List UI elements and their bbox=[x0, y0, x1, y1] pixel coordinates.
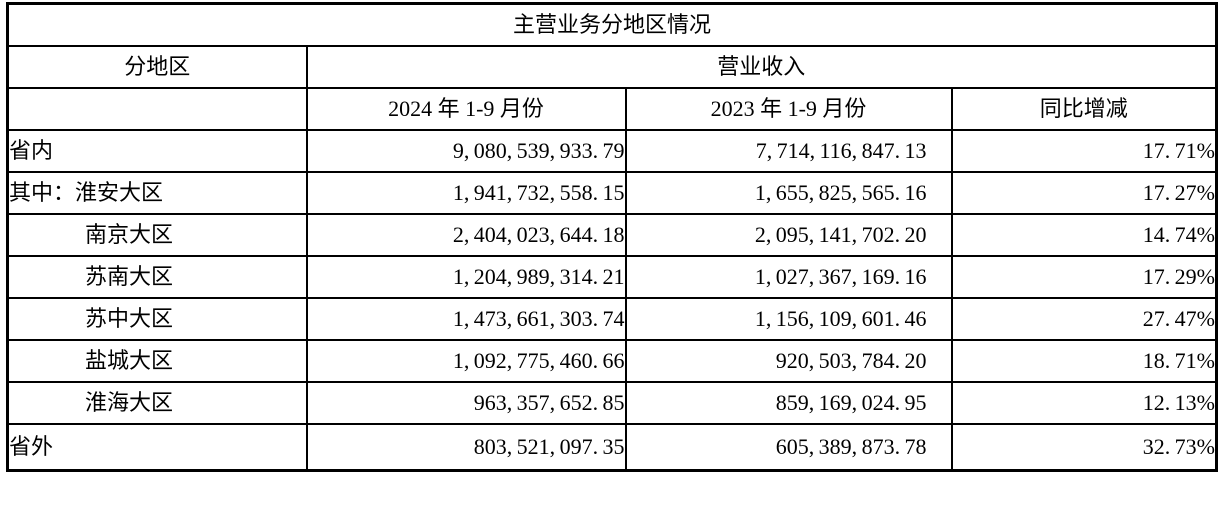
title-row: 主营业务分地区情况 bbox=[6, 2, 1218, 47]
revenue-2023-value: 2, 095, 141, 702. 20 bbox=[624, 212, 953, 257]
revenue-2024-value: 2, 404, 023, 644. 18 bbox=[305, 212, 627, 257]
region-revenue-table: 主营业务分地区情况 分地区 营业收入 2024 年 1-9 月份 2023 年 … bbox=[6, 2, 1219, 472]
yoy-value: 12. 13% bbox=[950, 380, 1218, 425]
table-row: 省内 9, 080, 539, 933. 79 7, 714, 116, 847… bbox=[6, 128, 1218, 173]
region-label: 苏南大区 bbox=[6, 254, 308, 299]
yoy-header: 同比增减 bbox=[950, 86, 1218, 131]
region-column-header: 分地区 bbox=[6, 44, 308, 89]
yoy-value: 17. 27% bbox=[950, 170, 1218, 215]
yoy-value: 27. 47% bbox=[950, 296, 1218, 341]
revenue-2023-value: 1, 156, 109, 601. 46 bbox=[624, 296, 953, 341]
revenue-2024-value: 1, 092, 775, 460. 66 bbox=[305, 338, 627, 383]
revenue-2023-value: 920, 503, 784. 20 bbox=[624, 338, 953, 383]
yoy-value: 14. 74% bbox=[950, 212, 1218, 257]
revenue-2024-value: 1, 473, 661, 303. 74 bbox=[305, 296, 627, 341]
table-row: 苏南大区 1, 204, 989, 314. 21 1, 027, 367, 1… bbox=[6, 254, 1218, 299]
revenue-2023-value: 859, 169, 024. 95 bbox=[624, 380, 953, 425]
revenue-group-header: 营业收入 bbox=[305, 44, 1218, 89]
group-header-row: 分地区 营业收入 bbox=[6, 44, 1218, 89]
region-label: 省外 bbox=[6, 422, 308, 472]
region-label: 淮海大区 bbox=[6, 380, 308, 425]
yoy-value: 32. 73% bbox=[950, 422, 1218, 472]
table-row: 省外 803, 521, 097. 35 605, 389, 873. 78 3… bbox=[6, 422, 1218, 472]
revenue-2024-value: 1, 204, 989, 314. 21 bbox=[305, 254, 627, 299]
table-row: 盐城大区 1, 092, 775, 460. 66 920, 503, 784.… bbox=[6, 338, 1218, 383]
table-row: 淮海大区 963, 357, 652. 85 859, 169, 024. 95… bbox=[6, 380, 1218, 425]
region-label: 苏中大区 bbox=[6, 296, 308, 341]
region-label: 其中：淮安大区 bbox=[6, 170, 308, 215]
yoy-value: 18. 71% bbox=[950, 338, 1218, 383]
period-2023-header: 2023 年 1-9 月份 bbox=[624, 86, 953, 131]
revenue-2023-value: 605, 389, 873. 78 bbox=[624, 422, 953, 472]
region-label: 省内 bbox=[6, 128, 308, 173]
period-header-row: 2024 年 1-9 月份 2023 年 1-9 月份 同比增减 bbox=[6, 86, 1218, 131]
table-row: 其中：淮安大区 1, 941, 732, 558. 15 1, 655, 825… bbox=[6, 170, 1218, 215]
period-2024-header: 2024 年 1-9 月份 bbox=[305, 86, 627, 131]
region-header-spacer bbox=[6, 86, 308, 131]
revenue-2024-value: 9, 080, 539, 933. 79 bbox=[305, 128, 627, 173]
revenue-2023-value: 7, 714, 116, 847. 13 bbox=[624, 128, 953, 173]
region-label: 南京大区 bbox=[6, 212, 308, 257]
revenue-2024-value: 803, 521, 097. 35 bbox=[305, 422, 627, 472]
table-title: 主营业务分地区情况 bbox=[6, 2, 1218, 47]
revenue-2023-value: 1, 655, 825, 565. 16 bbox=[624, 170, 953, 215]
yoy-value: 17. 29% bbox=[950, 254, 1218, 299]
table-row: 苏中大区 1, 473, 661, 303. 74 1, 156, 109, 6… bbox=[6, 296, 1218, 341]
region-label: 盐城大区 bbox=[6, 338, 308, 383]
revenue-2024-value: 1, 941, 732, 558. 15 bbox=[305, 170, 627, 215]
table-row: 南京大区 2, 404, 023, 644. 18 2, 095, 141, 7… bbox=[6, 212, 1218, 257]
revenue-2024-value: 963, 357, 652. 85 bbox=[305, 380, 627, 425]
yoy-value: 17. 71% bbox=[950, 128, 1218, 173]
revenue-2023-value: 1, 027, 367, 169. 16 bbox=[624, 254, 953, 299]
